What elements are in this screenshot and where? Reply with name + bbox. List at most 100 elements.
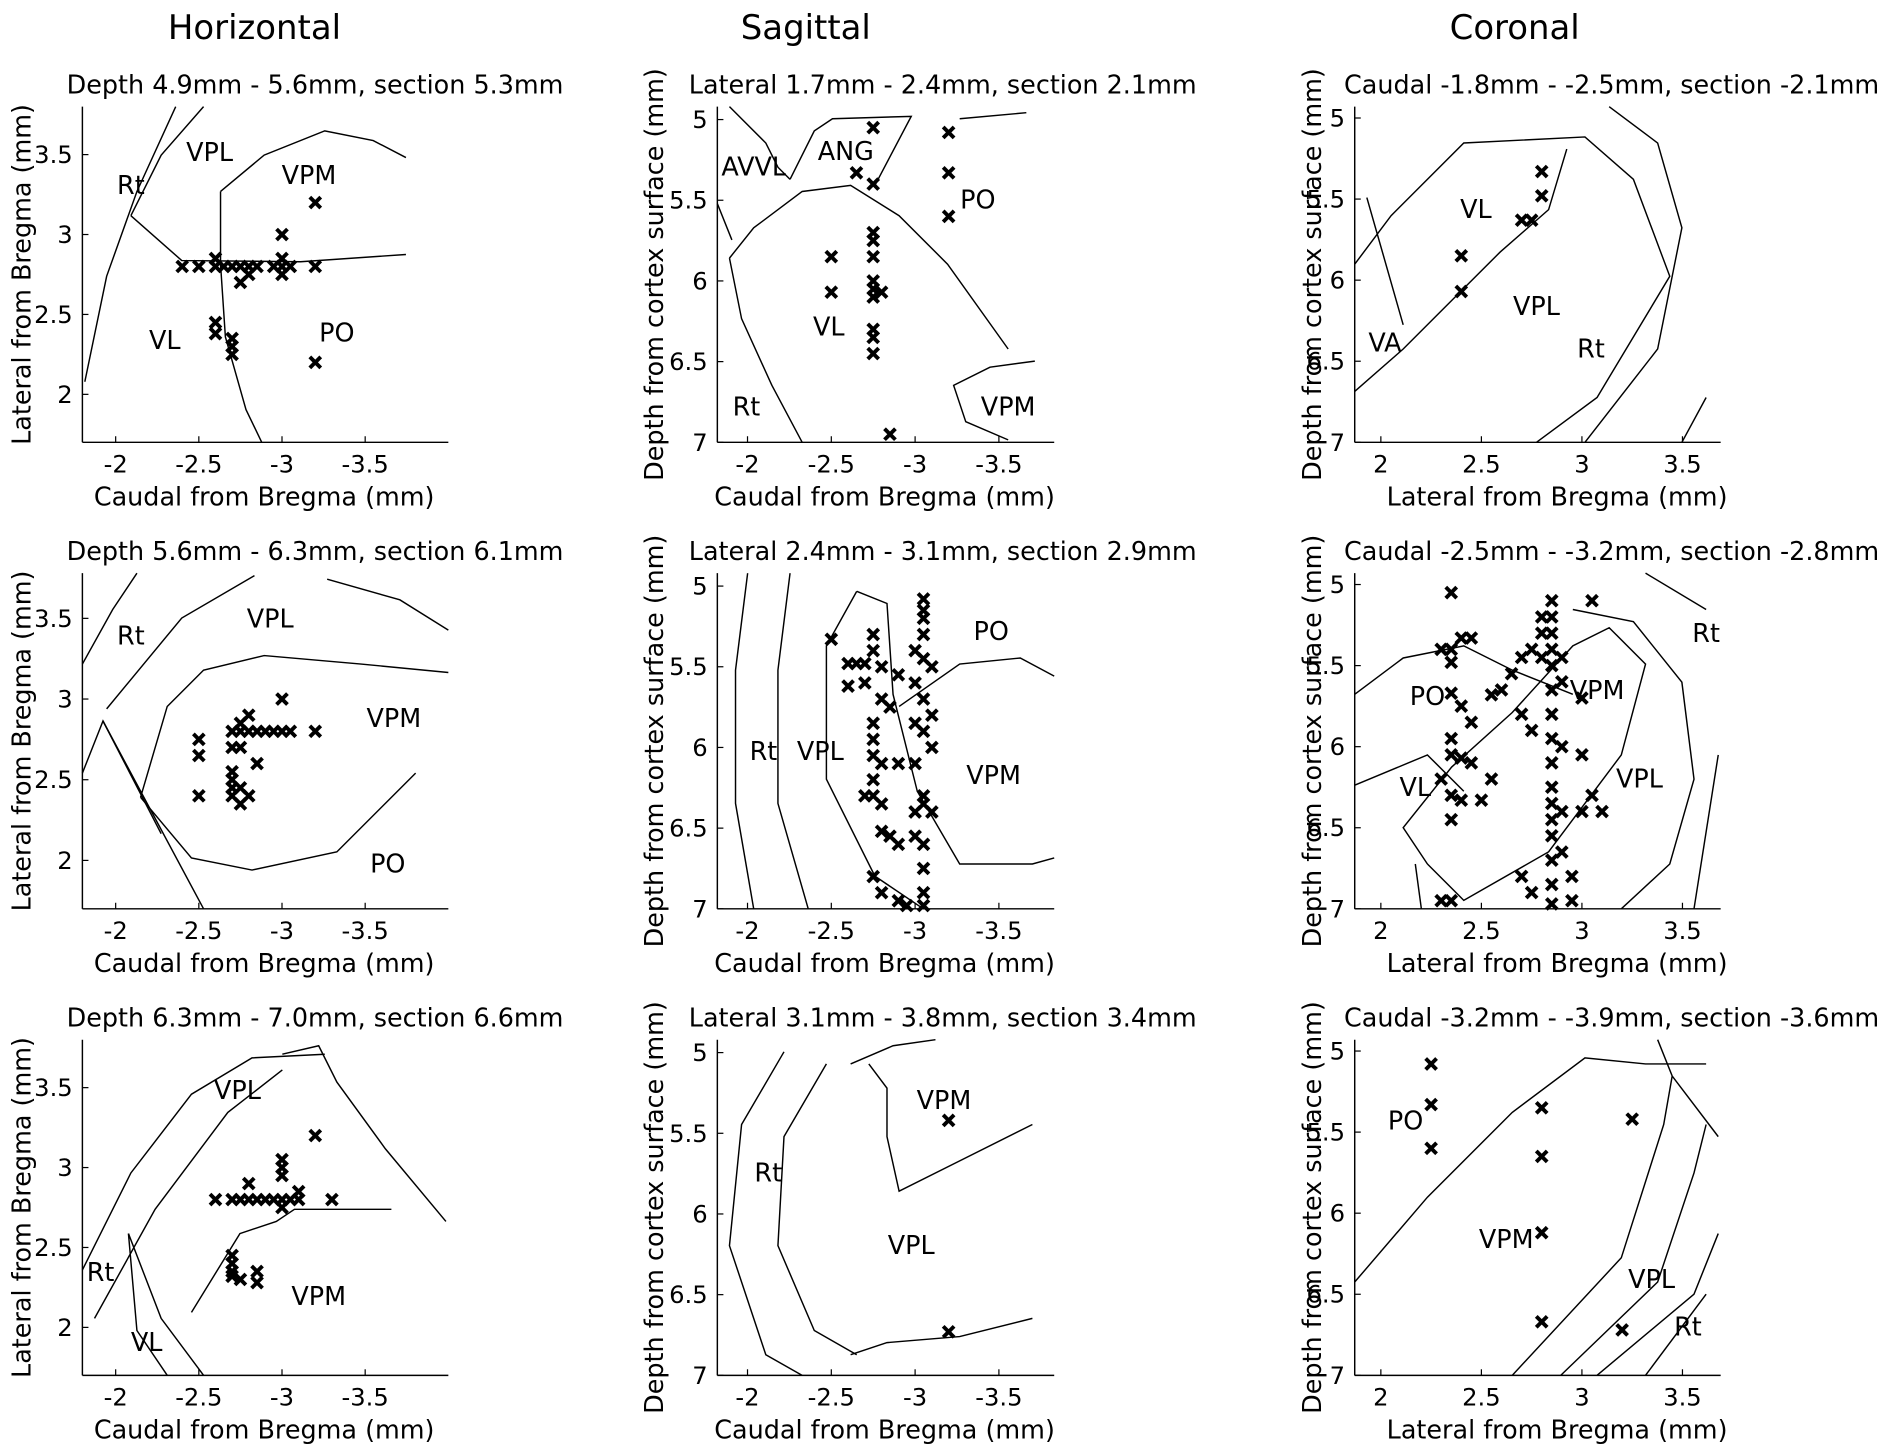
data-point (1534, 164, 1549, 179)
data-point (275, 1152, 289, 1167)
region-label: VPL (247, 604, 295, 634)
data-point (225, 780, 239, 795)
x-tick-label: -3 (270, 451, 294, 479)
region-label: AVVL (721, 152, 787, 182)
y-tick-label: 6 (1330, 733, 1345, 761)
y-tick-label: 5 (692, 573, 707, 601)
data-point (866, 249, 881, 264)
data-point (192, 748, 206, 763)
region-boundary (1354, 645, 1574, 696)
data-point (824, 249, 839, 264)
data-point (192, 732, 206, 747)
data-point (1554, 650, 1569, 665)
data-point (941, 1324, 956, 1339)
data-point (866, 869, 881, 884)
region-boundary (130, 215, 406, 263)
data-point (925, 708, 939, 722)
region-label: PO (1410, 681, 1445, 711)
x-tick-label: -2.5 (808, 1384, 855, 1412)
y-tick-label: 2.5 (34, 301, 73, 329)
column-heading: Coronal (1450, 8, 1580, 47)
region-boundary (1354, 148, 1568, 392)
data-point (858, 676, 872, 690)
data-point (225, 1269, 239, 1284)
data-point (192, 259, 206, 274)
data-point (1544, 626, 1559, 640)
y-axis-label: Depth from cortex surface (mm) (639, 1001, 669, 1414)
region-label: VPM (1479, 1224, 1534, 1254)
data-point (283, 724, 298, 739)
y-tick-label: 6 (1330, 1200, 1345, 1228)
region-label: VPL (1616, 764, 1664, 794)
x-tick-label: -2 (735, 451, 759, 479)
x-tick-label: 2 (1373, 451, 1388, 479)
data-point (308, 195, 323, 210)
region-boundary (728, 184, 1009, 350)
data-point (916, 724, 931, 739)
data-point (824, 632, 839, 647)
region-boundary (282, 1044, 447, 1222)
data-point (1534, 1225, 1549, 1240)
data-point (1454, 631, 1469, 645)
data-point (250, 756, 264, 771)
data-point (1544, 707, 1559, 722)
data-point (866, 346, 881, 361)
data-point (1524, 885, 1539, 900)
panel: Rt VPL VPM PO -2 -2.5 -3 -3.5 2 2.5 3 3.5 Depth 5.6m… (6, 536, 563, 978)
region-boundary (127, 1233, 168, 1376)
x-tick-label: 2.5 (1462, 451, 1501, 479)
region-label: PO (319, 318, 354, 348)
region-boundary (850, 1317, 1033, 1356)
region-boundary (127, 1233, 205, 1376)
data-point (1554, 739, 1569, 754)
data-point (325, 1192, 339, 1207)
x-tick-label: -2.5 (175, 1384, 222, 1412)
region-boundary (84, 106, 177, 382)
x-axis-label: Lateral from Bregma (mm) (1387, 1414, 1728, 1444)
data-point (1585, 788, 1599, 803)
y-tick-label: 6 (1330, 267, 1345, 295)
x-tick-label: -2.5 (808, 917, 855, 945)
x-tick-label: -3.5 (975, 917, 1022, 945)
data-point (1524, 723, 1539, 738)
region-label: Rt (754, 1157, 782, 1187)
data-point (891, 837, 906, 852)
panel-title: Depth 6.3mm - 7.0mm, section 6.6mm (67, 1002, 564, 1032)
region-boundary (959, 111, 1027, 120)
panel: PO VPM VPL Rt 2 2.5 3 3.5 5 5.5 6 6.5 7 Caudal -3.2mm… (1297, 1001, 1879, 1444)
y-tick-label: 6.5 (1306, 814, 1345, 842)
panel: VL VPL Rt VA 2 2.5 3 3.5 5 5.5 6 6.5 7 Caudal -1.8mm … (1297, 68, 1879, 511)
data-point (874, 885, 889, 900)
data-point (866, 716, 881, 731)
data-point (275, 227, 289, 242)
region-boundary (777, 1063, 858, 1356)
data-point (1534, 610, 1549, 624)
y-tick-label: 6 (692, 1200, 707, 1228)
data-point (1444, 642, 1459, 657)
x-tick-label: 3 (1574, 1384, 1589, 1412)
data-point (1544, 756, 1559, 770)
data-point (308, 355, 323, 370)
region-boundary (140, 772, 417, 871)
data-point (1444, 893, 1459, 908)
data-point (916, 885, 931, 900)
data-point (308, 259, 323, 274)
data-point (1444, 731, 1459, 746)
y-tick-label: 2 (57, 847, 72, 875)
data-point (1454, 699, 1469, 713)
data-point (849, 165, 864, 180)
y-tick-label: 3.5 (34, 1074, 73, 1102)
data-point (275, 1168, 289, 1183)
data-point (1565, 869, 1579, 884)
region-boundary (1402, 626, 1647, 902)
region-label: VPL (1513, 291, 1561, 321)
data-point (1534, 1149, 1549, 1164)
region-boundary (856, 590, 1055, 865)
data-point (866, 772, 881, 787)
data-point (916, 861, 931, 876)
data-point (1464, 756, 1479, 770)
data-point (1464, 715, 1479, 730)
y-tick-label: 2.5 (34, 766, 73, 794)
panel-title: Lateral 3.1mm - 3.8mm, section 3.4mm (689, 1002, 1197, 1032)
data-point (250, 259, 264, 274)
